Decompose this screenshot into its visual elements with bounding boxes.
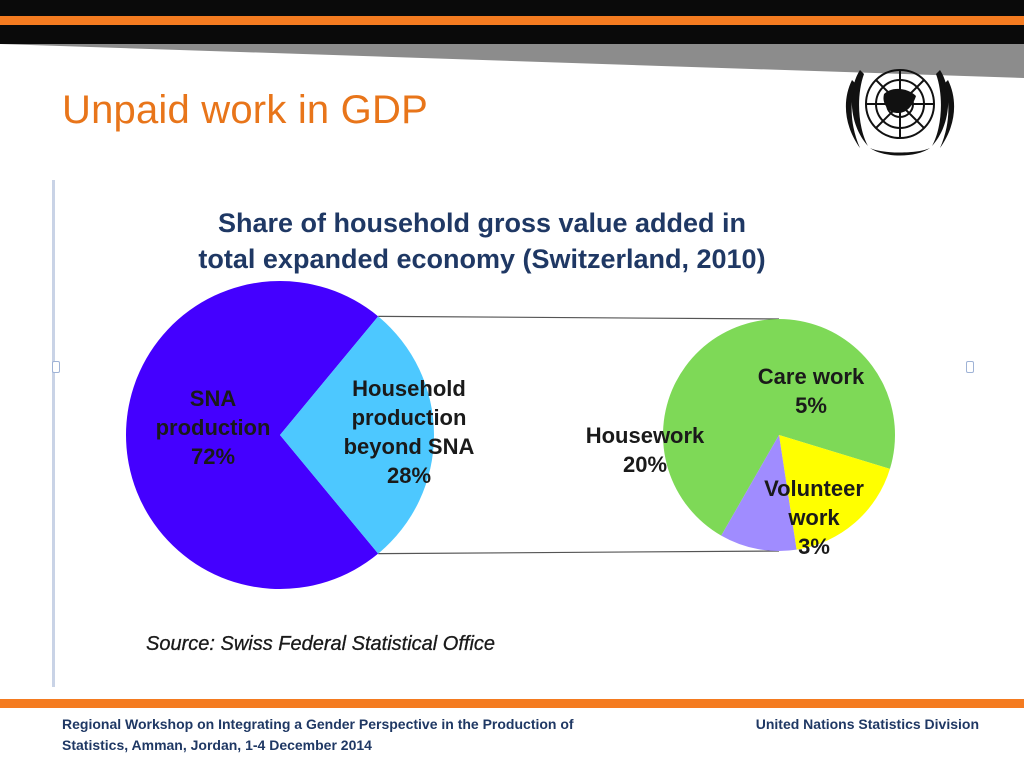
main-pie <box>126 280 434 589</box>
data-label-main-0: SNA production 72% <box>156 386 271 469</box>
breakdown-pie <box>663 319 895 551</box>
data-label-breakdown-0: Housework 20% <box>586 423 705 477</box>
data-label-breakdown-1: Care work 5% <box>758 364 865 418</box>
chart-title: Share of household gross value added in t… <box>198 208 765 274</box>
chart-source: Source: Swiss Federal Statistical Office <box>146 633 495 655</box>
pie-slice-breakdown-0 <box>663 319 895 536</box>
connector-line-bottom <box>378 550 780 555</box>
footer-event: Regional Workshop on Integrating a Gende… <box>62 714 662 756</box>
data-label-breakdown-2: Volunteer work 3% <box>764 476 864 559</box>
footer-event-line2: Statistics, Amman, Jordan, 1-4 December … <box>62 737 372 753</box>
left-resize-handle[interactable] <box>52 361 60 373</box>
pie-slice-main-1 <box>280 316 434 554</box>
pie-chart: Share of household gross value added in t… <box>126 208 895 655</box>
chart-title-line: total expanded economy (Switzerland, 201… <box>198 244 765 274</box>
chart-title-line: Share of household gross value added in <box>218 208 746 238</box>
pie-slice-breakdown-1 <box>779 435 890 550</box>
un-emblem-icon <box>845 69 955 156</box>
data-label-main-1: Household production beyond SNA 28% <box>344 376 475 488</box>
footer-organization: United Nations Statistics Division <box>755 716 979 732</box>
header-banner <box>0 0 1024 78</box>
footer-event-line1: Regional Workshop on Integrating a Gende… <box>62 716 574 732</box>
connector-line-top <box>378 315 780 320</box>
right-resize-handle[interactable] <box>966 361 974 373</box>
footer-accent-bar <box>0 699 1024 708</box>
pie-slice-breakdown-2 <box>721 435 797 551</box>
pie-slice-main-0 <box>126 280 379 589</box>
slide-title: Unpaid work in GDP <box>62 88 428 132</box>
